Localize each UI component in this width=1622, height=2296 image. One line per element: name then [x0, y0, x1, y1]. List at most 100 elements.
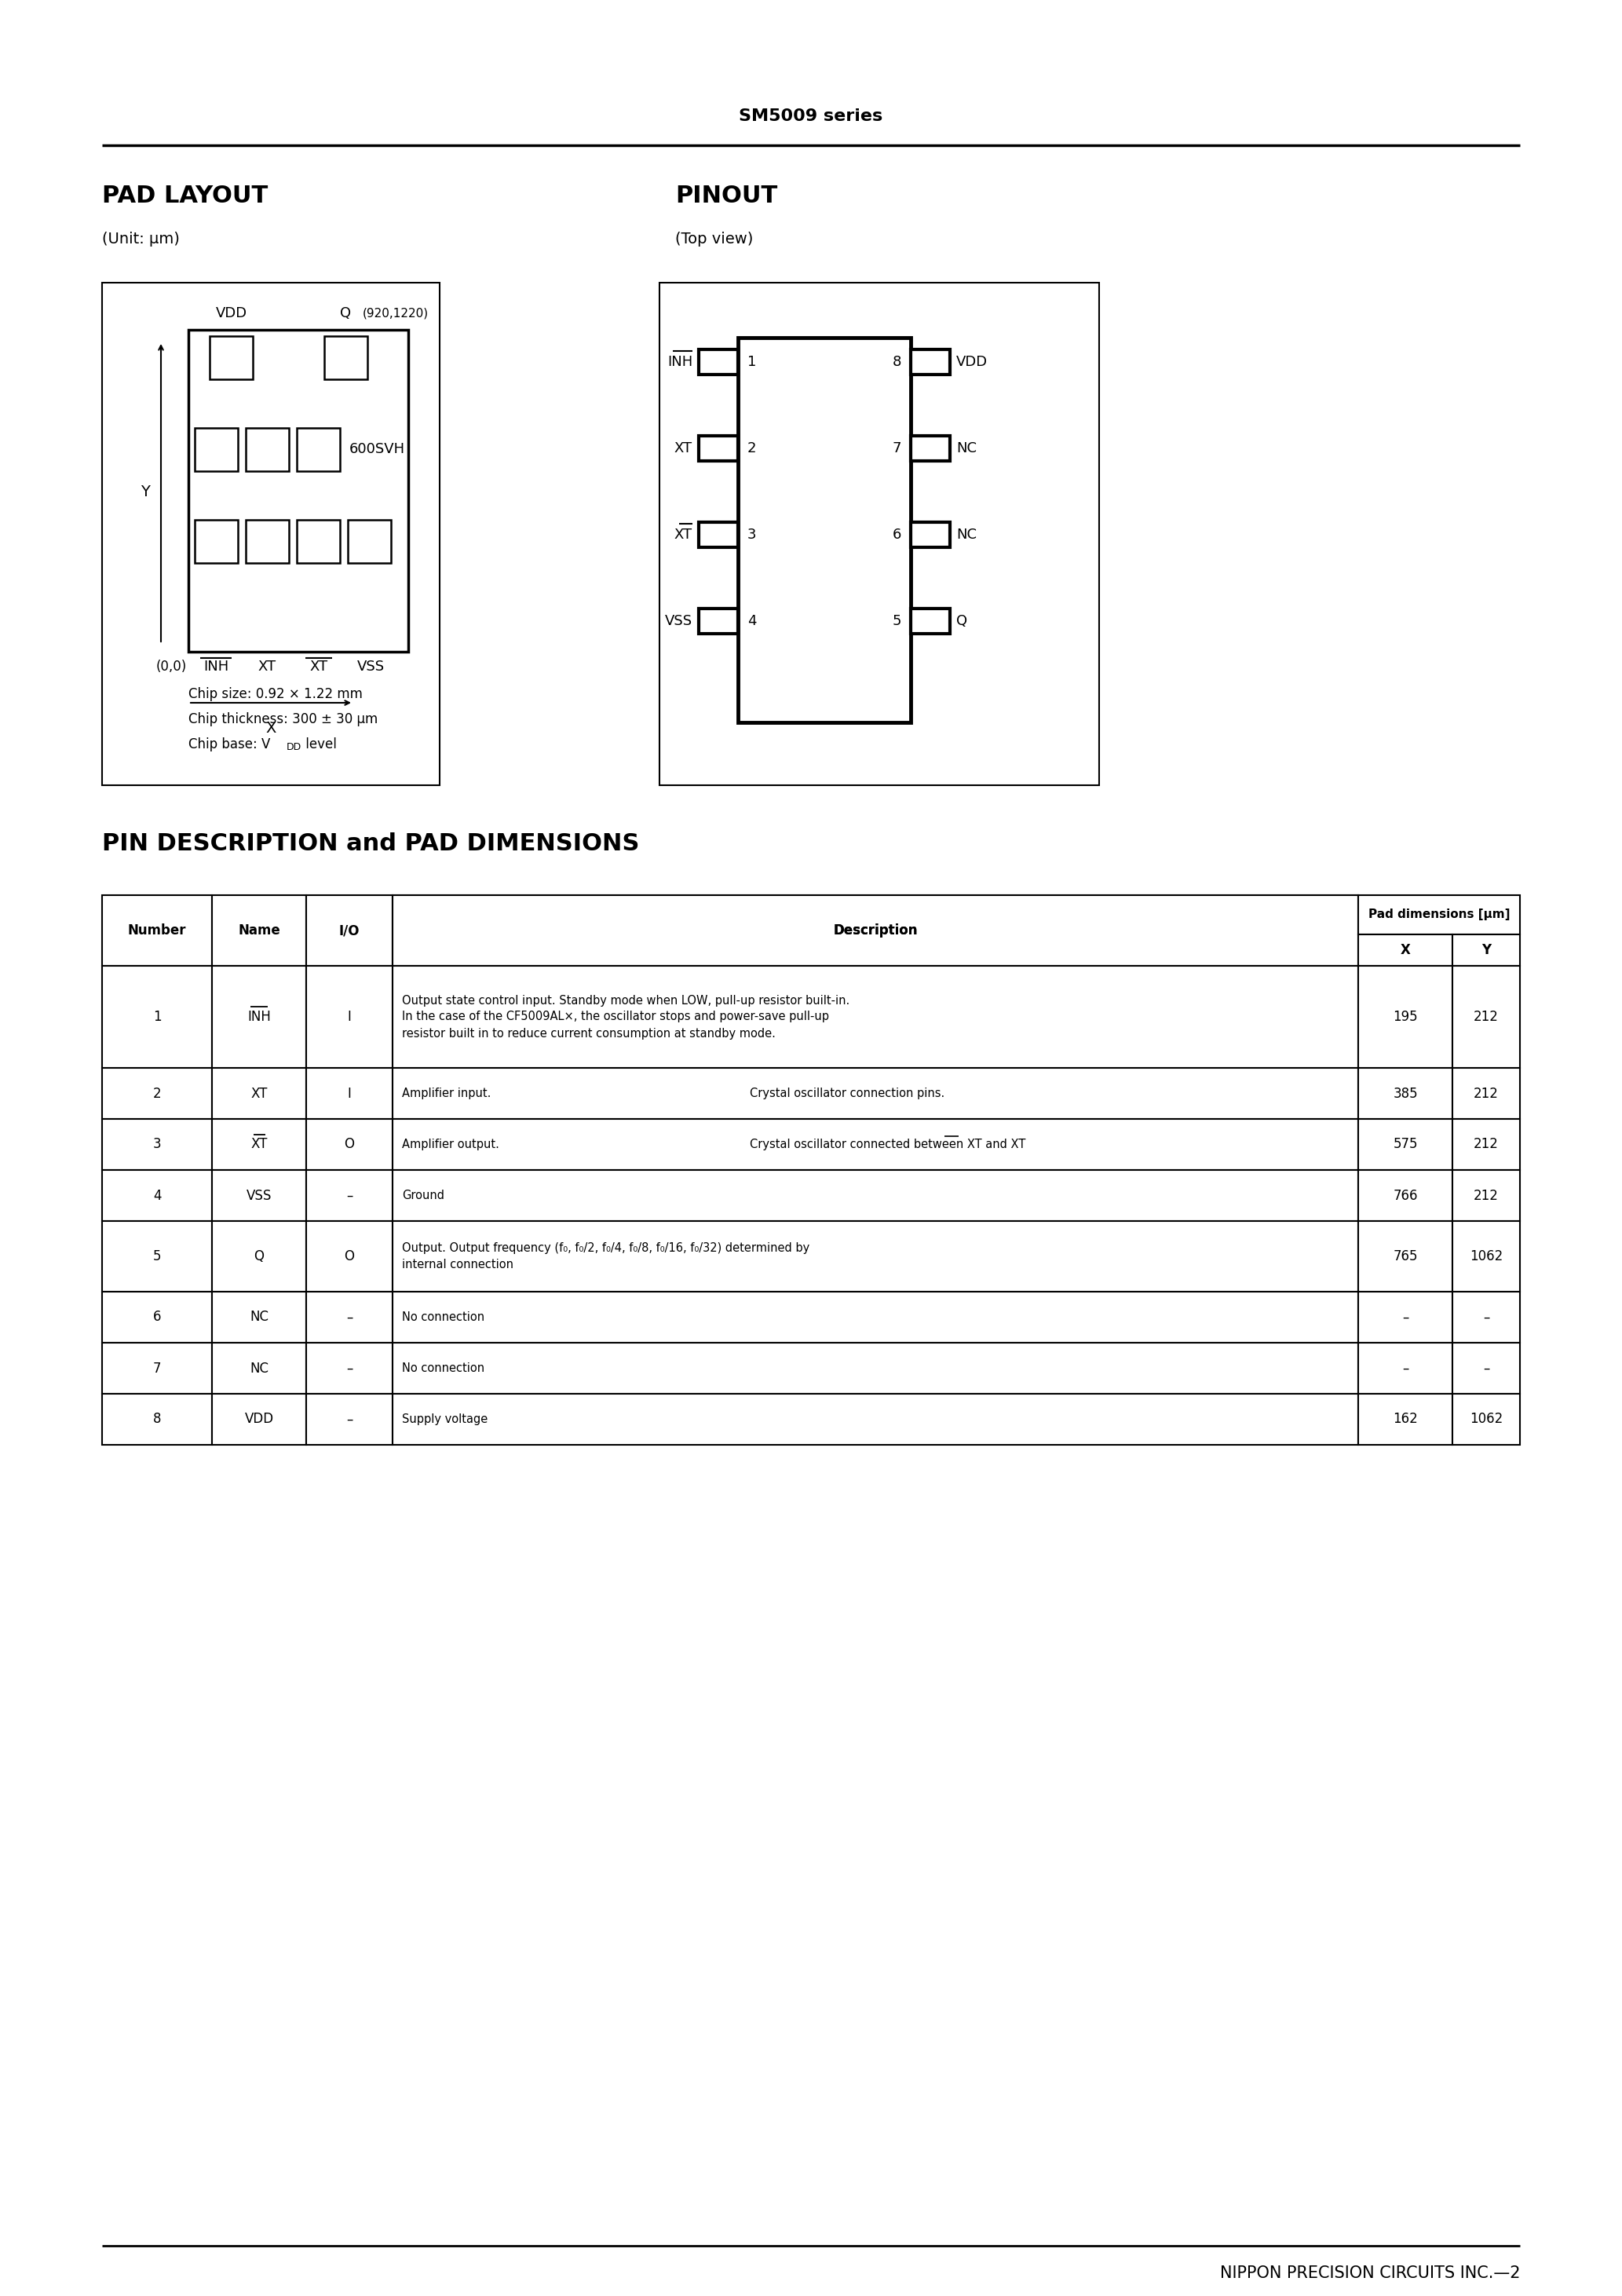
- Bar: [699, 521, 738, 546]
- Bar: [212, 967, 307, 1068]
- Text: NIPPON PRECISION CIRCUITS INC.—2: NIPPON PRECISION CIRCUITS INC.—2: [1220, 2266, 1520, 2282]
- Text: 8: 8: [152, 1412, 161, 1426]
- Text: 765: 765: [1393, 1249, 1418, 1263]
- Bar: [699, 436, 738, 461]
- Text: Description: Description: [834, 923, 918, 937]
- Text: XT: XT: [251, 1086, 268, 1100]
- Bar: [212, 1394, 307, 1444]
- Text: 7: 7: [152, 1362, 161, 1375]
- Bar: [102, 1394, 212, 1444]
- Text: 385: 385: [1393, 1086, 1418, 1100]
- Bar: [393, 1221, 1358, 1293]
- Bar: [910, 436, 950, 461]
- Text: 5: 5: [152, 1249, 161, 1263]
- Bar: [1358, 934, 1452, 967]
- Text: XT: XT: [251, 1137, 268, 1153]
- Text: Chip base: V: Chip base: V: [188, 737, 271, 751]
- Text: Y: Y: [1481, 944, 1491, 957]
- Bar: [188, 331, 409, 652]
- Text: 766: 766: [1393, 1189, 1418, 1203]
- Bar: [102, 1171, 212, 1221]
- Bar: [699, 349, 738, 374]
- Text: Crystal oscillator connection pins.: Crystal oscillator connection pins.: [749, 1088, 944, 1100]
- Text: No connection: No connection: [402, 1362, 485, 1373]
- Bar: [393, 1293, 1358, 1343]
- Text: PAD LAYOUT: PAD LAYOUT: [102, 184, 268, 207]
- Bar: [910, 608, 950, 634]
- Bar: [1358, 1394, 1452, 1444]
- Bar: [393, 1068, 1358, 1118]
- Bar: [393, 1394, 1358, 1444]
- Bar: [102, 1118, 212, 1171]
- Bar: [102, 1068, 212, 1118]
- Text: Name: Name: [238, 923, 281, 937]
- Text: VSS: VSS: [665, 613, 693, 629]
- Bar: [1452, 1394, 1520, 1444]
- Bar: [102, 1293, 212, 1343]
- Text: Number: Number: [128, 923, 187, 937]
- Bar: [910, 349, 950, 374]
- Text: 212: 212: [1474, 1086, 1499, 1100]
- Text: Q: Q: [255, 1249, 264, 1263]
- Text: –: –: [345, 1412, 352, 1426]
- Text: Description: Description: [834, 923, 918, 937]
- Text: I: I: [347, 1010, 352, 1024]
- Text: Y: Y: [141, 484, 149, 501]
- Text: O: O: [344, 1249, 355, 1263]
- Bar: [1358, 1221, 1452, 1293]
- Text: No connection: No connection: [402, 1311, 485, 1322]
- Bar: [1358, 1293, 1452, 1343]
- Text: 3: 3: [152, 1137, 161, 1153]
- Text: 6: 6: [152, 1311, 161, 1325]
- Bar: [102, 282, 440, 785]
- Bar: [212, 1293, 307, 1343]
- Text: Amplifier input.: Amplifier input.: [402, 1088, 491, 1100]
- Text: XT: XT: [310, 659, 328, 673]
- Bar: [1452, 1221, 1520, 1293]
- Text: 575: 575: [1393, 1137, 1418, 1153]
- Text: 212: 212: [1474, 1137, 1499, 1153]
- Text: 1062: 1062: [1470, 1249, 1502, 1263]
- Text: –: –: [1483, 1362, 1489, 1375]
- Bar: [1358, 1343, 1452, 1394]
- Bar: [1452, 967, 1520, 1068]
- Text: VSS: VSS: [357, 659, 384, 673]
- Text: INH: INH: [247, 1010, 271, 1024]
- Bar: [660, 282, 1100, 785]
- Text: Output. Output frequency (f₀, f₀/2, f₀/4, f₀/8, f₀/16, f₀/32) determined by
inte: Output. Output frequency (f₀, f₀/2, f₀/4…: [402, 1242, 809, 1270]
- Text: 3: 3: [748, 528, 756, 542]
- Text: PINOUT: PINOUT: [675, 184, 777, 207]
- Bar: [1358, 895, 1520, 934]
- Bar: [297, 519, 341, 563]
- Text: NC: NC: [250, 1362, 269, 1375]
- Text: 600SVH: 600SVH: [349, 443, 406, 457]
- Bar: [307, 1068, 393, 1118]
- Bar: [307, 1118, 393, 1171]
- Bar: [393, 1171, 1358, 1221]
- Text: 7: 7: [892, 441, 902, 455]
- Text: –: –: [345, 1311, 352, 1325]
- Text: 162: 162: [1393, 1412, 1418, 1426]
- Text: 5: 5: [892, 613, 902, 629]
- Text: 195: 195: [1393, 1010, 1418, 1024]
- Bar: [307, 1171, 393, 1221]
- Text: VDD: VDD: [245, 1412, 274, 1426]
- Bar: [247, 519, 289, 563]
- Text: (0,0): (0,0): [156, 659, 187, 673]
- Bar: [212, 895, 307, 967]
- Text: XT: XT: [675, 441, 693, 455]
- Bar: [1452, 1171, 1520, 1221]
- Text: Amplifier output.: Amplifier output.: [402, 1139, 500, 1150]
- Text: –: –: [345, 1189, 352, 1203]
- Text: 1: 1: [152, 1010, 161, 1024]
- Bar: [307, 1293, 393, 1343]
- Text: –: –: [1401, 1362, 1408, 1375]
- Bar: [1358, 967, 1452, 1068]
- Bar: [393, 895, 1358, 967]
- Text: Crystal oscillator connected between XT and XT̅: Crystal oscillator connected between XT …: [749, 1139, 1025, 1150]
- Text: XT: XT: [675, 528, 693, 542]
- Bar: [393, 895, 1358, 967]
- Text: VDD: VDD: [957, 356, 988, 370]
- Bar: [102, 895, 212, 967]
- Bar: [1452, 1293, 1520, 1343]
